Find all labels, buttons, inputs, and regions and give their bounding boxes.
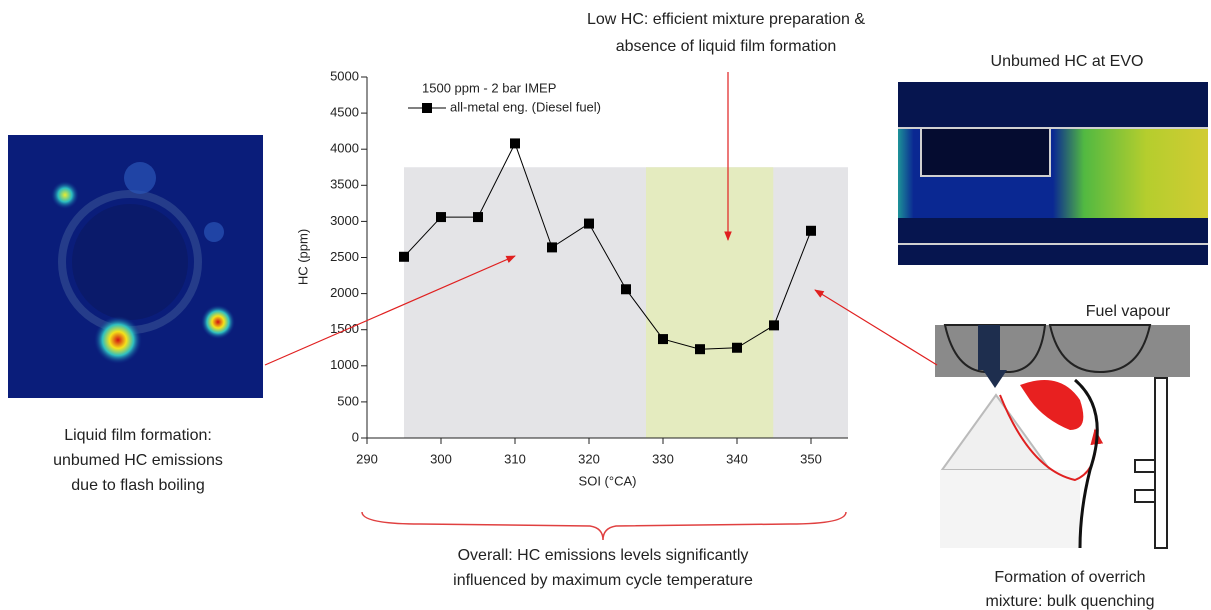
brace: [361, 511, 847, 541]
annotation: Unbumed HC at EVO: [991, 53, 1144, 70]
point: [547, 242, 557, 253]
y-tick-label: 1000: [330, 357, 359, 372]
film-image: [8, 135, 263, 398]
annotation: mixture: bulk quenching: [986, 593, 1155, 610]
legend-note: 1500 ppm - 2 bar IMEP: [422, 80, 556, 95]
legend-label: all-metal eng. (Diesel fuel): [450, 99, 601, 114]
x-tick-label: 340: [726, 451, 748, 466]
y-tick-label: 1500: [330, 321, 359, 336]
y-tick-label: 2500: [330, 249, 359, 264]
annotation: Formation of overrich: [994, 569, 1145, 586]
shaded-band: [404, 167, 848, 438]
y-tick-label: 3000: [330, 213, 359, 228]
plot: 0 500 1000 1500 2000 2500 3000 3500 4000 4500 5000…: [295, 68, 848, 488]
annotation: Low HC: efficient mixture preparation &: [587, 11, 865, 28]
y-tick-label: 500: [337, 393, 359, 408]
annotation: absence of liquid film formation: [616, 38, 837, 55]
x-tick-label: 300: [430, 451, 452, 466]
quench-diagram: [935, 324, 1190, 549]
point: [695, 344, 705, 355]
y-tick-label: 4500: [330, 105, 359, 120]
series-line: [403, 142, 812, 350]
annotation: Liquid film formation:: [64, 427, 212, 444]
point: [806, 225, 816, 236]
x-tick-label: 330: [652, 451, 674, 466]
annotation: unbumed HC emissions: [53, 452, 223, 469]
y-axis-label: HC (ppm): [295, 229, 310, 285]
evo-image: [898, 82, 1208, 265]
point: [658, 334, 668, 345]
point: [399, 251, 409, 262]
legend-marker: [422, 103, 432, 113]
point: [436, 212, 446, 223]
y-tick-label: 5000: [330, 68, 359, 83]
shaded-band: [645, 167, 774, 438]
arrow: [814, 289, 938, 366]
x-tick-label: 310: [504, 451, 526, 466]
annotation: Fuel vapour: [1086, 303, 1171, 320]
x-tick-label: 350: [800, 451, 822, 466]
annotation: Overall: HC emissions levels significant…: [458, 547, 749, 564]
x-axis-label: SOI (°CA): [579, 473, 637, 488]
y-tick-label: 0: [352, 429, 359, 444]
annotations: Low HC: efficient mixture preparation & a…: [53, 11, 1171, 610]
x-tick-label: 290: [356, 451, 378, 466]
arrow: [264, 255, 516, 366]
point: [473, 212, 483, 223]
point: [621, 284, 631, 295]
point: [584, 218, 594, 229]
y-tick-label: 3500: [330, 177, 359, 192]
x-tick-label: 320: [578, 451, 600, 466]
y-tick-label: 4000: [330, 141, 359, 156]
point: [510, 138, 520, 149]
annotation: influenced by maximum cycle temperature: [453, 572, 753, 589]
point: [732, 342, 742, 353]
point: [769, 320, 779, 331]
annotation: due to flash boiling: [71, 477, 204, 494]
y-tick-label: 2000: [330, 285, 359, 300]
